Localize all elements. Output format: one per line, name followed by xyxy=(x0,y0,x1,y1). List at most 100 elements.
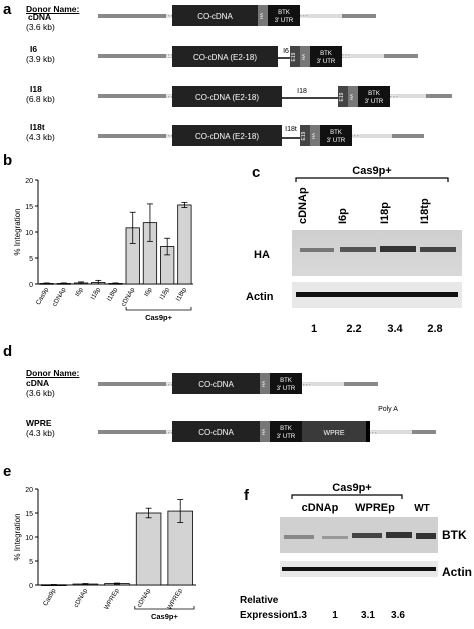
btk-band xyxy=(352,533,382,538)
y-tick-label: 10 xyxy=(25,535,33,542)
bar xyxy=(135,512,162,586)
polya-label: Poly A xyxy=(378,406,398,413)
x-tick-label: cDNAp xyxy=(51,286,68,308)
y-tick-label: 0 xyxy=(29,583,33,590)
btk-utr-block xyxy=(268,5,300,26)
panel-a-diagram: CO-cDNA HA BTK 3' UTR CO-cDNA (E2-18) I6… xyxy=(98,5,452,146)
x-tick-label: I6p xyxy=(74,286,85,298)
svg-text:3' UTR: 3' UTR xyxy=(275,18,294,24)
svg-text:CO-cDNA (E2-18): CO-cDNA (E2-18) xyxy=(193,53,257,62)
y-tick-label: 15 xyxy=(25,204,33,211)
y-tick-label: 0 xyxy=(29,282,33,289)
construct-wpre: Poly A CO-cDNA HA BTK 3' UTR WPRE xyxy=(98,406,436,442)
panel-c-letter: c xyxy=(252,164,261,181)
svg-text:3' UTR: 3' UTR xyxy=(277,434,296,440)
construct-name: I6 xyxy=(30,44,38,54)
construct-size: (4.3 kb) xyxy=(26,132,55,142)
wpre-block xyxy=(302,421,366,442)
group-label: Cas9p+ xyxy=(151,612,179,621)
x-tick-label: Cas9p xyxy=(42,587,58,607)
quant-value: 2.2 xyxy=(346,323,361,335)
y-tick-label: 5 xyxy=(29,256,33,263)
group-bracket xyxy=(134,606,195,610)
y-axis-label: % Integration xyxy=(13,208,22,255)
lane-label: cDNAp xyxy=(302,502,339,514)
x-tick-label: cDNAp xyxy=(136,587,153,609)
x-tick-label: I18tp xyxy=(175,286,188,302)
group-label: Cas9p+ xyxy=(145,313,173,322)
svg-text:CO-cDNA (E2-18): CO-cDNA (E2-18) xyxy=(195,132,259,141)
homology-arm-left xyxy=(98,14,166,18)
construct-cdna: CO-cDNA HA BTK 3' UTR xyxy=(98,5,376,26)
btk-band xyxy=(386,532,412,538)
svg-text:HA: HA xyxy=(301,54,306,60)
panel-b-letter: b xyxy=(3,152,13,169)
construct-name: cDNA xyxy=(28,12,52,22)
svg-text:BTK: BTK xyxy=(278,10,290,16)
relative-label: Relative xyxy=(240,595,279,606)
ha-blot xyxy=(292,230,462,276)
quant-value: 3.4 xyxy=(387,323,403,335)
y-tick-label: 5 xyxy=(29,559,33,566)
row-label: HA xyxy=(254,249,270,261)
x-tick-label: cDNAp xyxy=(73,587,90,609)
ha-band xyxy=(340,247,376,252)
construct-cdna: CO-cDNA HA BTK 3' UTR xyxy=(98,373,378,394)
group-bracket xyxy=(125,307,192,311)
btk-band xyxy=(416,533,436,539)
ha-tag xyxy=(258,5,268,26)
panel-e-chart: 0 5 10 15 20 % Integration Cas9p cDNAp WPREp cDNA… xyxy=(13,487,196,621)
svg-text:3' UTR: 3' UTR xyxy=(327,138,346,144)
svg-text:HA: HA xyxy=(261,381,266,387)
btk-band xyxy=(284,535,314,539)
homology-arm-right xyxy=(342,14,376,18)
svg-text:BTK: BTK xyxy=(368,91,380,97)
svg-text:3' UTR: 3' UTR xyxy=(277,386,296,392)
donor-name-header: Donor Name: xyxy=(26,4,80,14)
construct-i6: CO-cDNA (E2-18) I6 E19 HA BTK 3' UTR xyxy=(98,46,418,67)
lane-label: WT xyxy=(414,503,430,514)
group-bracket xyxy=(295,177,449,182)
quant-value: 1 xyxy=(332,610,338,621)
x-tick-label: WPREp xyxy=(103,587,121,611)
construct-size: (3.9 kb) xyxy=(26,54,55,64)
row-label: Actin xyxy=(246,291,274,303)
ha-band xyxy=(420,247,456,252)
svg-text:CO-cDNA (E2-18): CO-cDNA (E2-18) xyxy=(195,93,259,102)
lane-label: I18p xyxy=(379,202,391,224)
svg-text:E19: E19 xyxy=(301,131,307,140)
svg-text:HA: HA xyxy=(259,13,264,19)
quant-value: 1 xyxy=(311,323,317,335)
construct-size: (4.3 kb) xyxy=(26,428,55,438)
x-tick-label: WPREp xyxy=(166,587,184,611)
svg-text:BTK: BTK xyxy=(320,51,332,57)
donor-name-header: Donor Name: xyxy=(26,368,80,378)
construct-i18t: CO-cDNA (E2-18) I18t E19 HA BTK 3' UTR xyxy=(98,125,424,146)
row-label: BTK xyxy=(442,528,467,542)
x-tick-label: I18p xyxy=(90,286,103,301)
construct-i18: CO-cDNA (E2-18) I18 E19 HA BTK 3' UTR xyxy=(98,86,452,107)
construct-size: (3.6 kb) xyxy=(26,388,55,398)
quant-value: 2.8 xyxy=(427,323,442,335)
svg-text:HA: HA xyxy=(311,133,316,139)
svg-text:E19: E19 xyxy=(291,52,297,61)
panel-e-letter: e xyxy=(3,463,12,480)
exon-e19 xyxy=(290,46,300,67)
lane-label: I18tp xyxy=(419,198,431,224)
group-label: Cas9p+ xyxy=(352,165,391,177)
polya-block xyxy=(366,421,370,442)
svg-text:CO-cDNA: CO-cDNA xyxy=(198,428,234,437)
co-cdna-block xyxy=(172,46,278,67)
intron-label: I6 xyxy=(283,48,289,55)
group-label: Cas9p+ xyxy=(332,482,371,494)
panel-c-western-blot: Cas9p+ cDNAp I6p I18p I18tp HA Actin 1 2… xyxy=(246,165,462,335)
svg-text:E19: E19 xyxy=(339,92,345,101)
ha-band xyxy=(300,248,334,252)
actin-band xyxy=(282,567,436,571)
y-tick-label: 10 xyxy=(25,230,33,237)
co-cdna-label: CO-cDNA xyxy=(197,12,233,21)
bar xyxy=(177,204,192,285)
x-tick-label: I18p xyxy=(159,286,172,301)
co-cdna-block xyxy=(172,5,258,26)
